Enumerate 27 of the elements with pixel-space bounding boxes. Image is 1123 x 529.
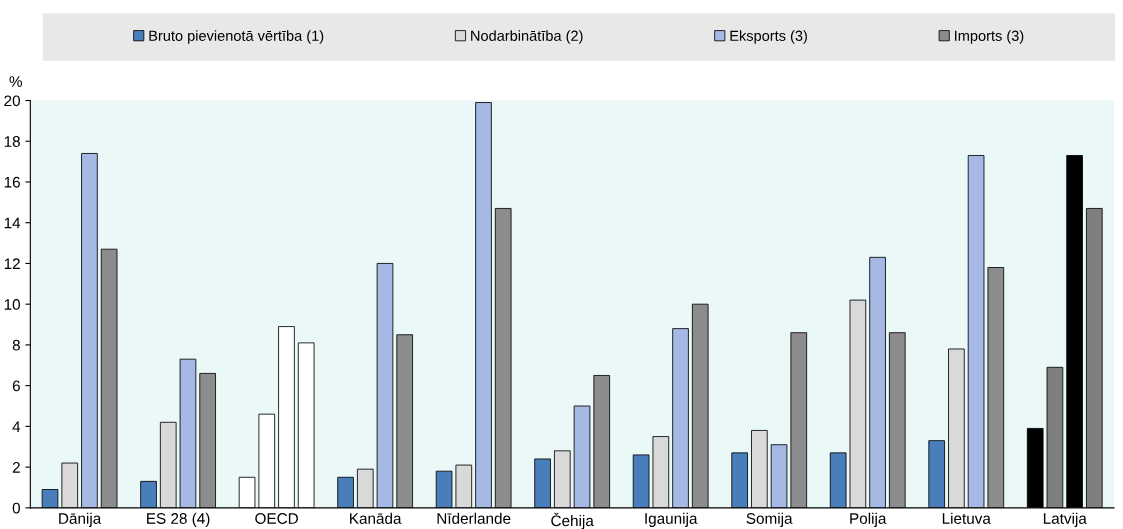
x-tick-label: Kanāda	[350, 512, 402, 524]
y-tick-label: 4	[12, 421, 21, 432]
y-tick-label: 12	[4, 258, 20, 269]
x-tick-label: Somija	[746, 512, 793, 527]
x-tick-label: Dānija	[59, 512, 102, 527]
x-tick-label: Čehija	[551, 512, 594, 529]
legend-label: Nodarbinātība (2)	[471, 30, 583, 44]
x-tick-label: ES 28 (4)	[147, 512, 210, 527]
legend-label: Eksports (3)	[730, 30, 807, 44]
y-tick-label: 6	[12, 380, 20, 392]
x-tick-label: Latvija	[1043, 512, 1087, 527]
y-tick-label: 8	[12, 339, 20, 351]
y-tick-label: 10	[4, 299, 20, 310]
x-tick-label: Lietuva	[942, 512, 991, 524]
y-tick-label: 16	[4, 176, 20, 188]
legend-label: Imports (3)	[955, 30, 1024, 44]
y-tick-label: 0	[12, 502, 20, 514]
legend-label: Bruto pievienotā vērtība (1)	[149, 30, 324, 44]
y-tick-label: 20	[4, 95, 20, 107]
y-tick-label: 2	[12, 461, 20, 473]
x-tick-label: OECD	[255, 513, 298, 524]
y-axis-title: %	[9, 76, 23, 87]
y-tick-label: 14	[4, 217, 21, 229]
x-tick-label: Nīderlande	[437, 512, 511, 524]
x-tick-label: Igaunija	[645, 512, 698, 527]
y-tick-label: 18	[4, 136, 20, 147]
x-tick-label: Polija	[850, 512, 887, 527]
